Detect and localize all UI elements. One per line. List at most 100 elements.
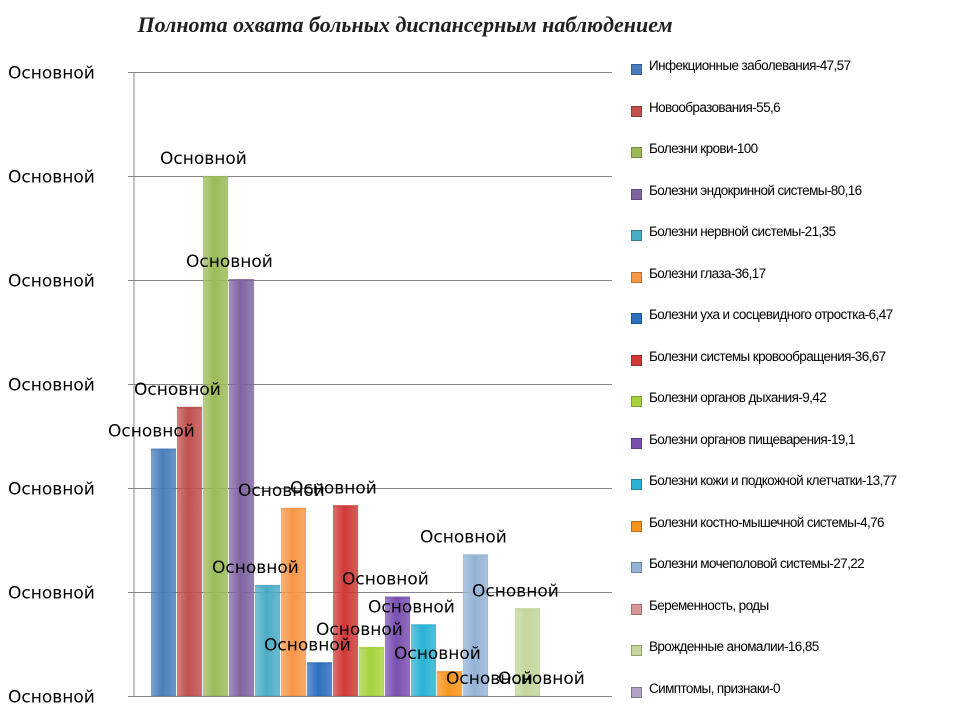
bar-data-label: Основной: [342, 570, 429, 590]
bar-data-label: Основной: [108, 422, 195, 442]
legend-label: Болезни уха и сосцевидного отростка-6,47: [649, 307, 893, 322]
bar-top-edge: [281, 507, 306, 510]
legend-swatch: [631, 230, 642, 241]
legend-swatch: [631, 686, 642, 698]
legend-label: Болезни системы кровообращения-36,67: [649, 348, 886, 364]
bar: [176, 406, 203, 697]
legend-swatch: [631, 105, 642, 117]
bar-data-label: Основной: [238, 481, 325, 501]
bar-top-edge: [385, 596, 410, 599]
bar-data-label: Основной: [134, 380, 221, 400]
legend-label: Болезни эндокринной системы-80,16: [649, 182, 862, 198]
legend-label: Болезни мочеполовой системы-27,22: [649, 556, 865, 571]
y-tick-label: Основной: [8, 688, 95, 708]
legend-item: Болезни уха и сосцевидного отростка-6,47: [631, 303, 949, 343]
legend-swatch: [631, 64, 642, 75]
legend-label: Болезни органов пищеварения-19,1: [649, 431, 855, 447]
legend-swatch: [631, 520, 642, 532]
legend-swatch: [631, 354, 642, 366]
legend-item: Болезни кожи и подкожной клетчатки-13,77: [631, 469, 949, 509]
bar-data-label: Основной: [316, 620, 403, 640]
y-tick-label: Основной: [8, 584, 95, 604]
legend-label: Беременность, роды: [649, 597, 769, 613]
bar-data-label: Основной: [446, 669, 533, 689]
legend-label: Болезни нервной системы-21,35: [649, 224, 836, 239]
legend-item: Болезни органов дыхания-9,42: [631, 386, 949, 426]
legend-swatch: [631, 645, 642, 656]
bar-data-label: Основной: [160, 149, 247, 169]
chart-title: Полнота охвата больных диспансерным набл…: [137, 12, 673, 37]
bar: [384, 596, 411, 697]
bar: [462, 554, 489, 697]
bar: [410, 624, 437, 697]
legend-swatch: [631, 437, 642, 449]
legend-swatch: [631, 271, 642, 283]
bar: [514, 608, 541, 697]
bar-data-label: Основной: [290, 478, 377, 498]
legend-swatch: [631, 479, 642, 490]
legend-item: Болезни крови-100: [631, 137, 949, 177]
legend-label: Новообразования-55,6: [649, 99, 781, 115]
legend-item: Болезни глаза-36,17: [631, 262, 949, 302]
bar: [280, 507, 307, 697]
y-tick-label: Основной: [8, 272, 95, 292]
bar-top-edge: [177, 406, 202, 409]
bar-data-label: Основной: [394, 644, 481, 664]
bar-data-label: Основной: [498, 669, 585, 689]
bar-data-label: Основной: [420, 527, 507, 547]
bar-top-edge: [203, 176, 228, 178]
legend-swatch: [631, 313, 642, 324]
legend-item: Болезни системы кровообращения-36,67: [631, 345, 949, 385]
legend-label: Болезни органов дыхания-9,42: [649, 390, 827, 405]
bar-top-edge: [333, 505, 358, 508]
bar-top-edge: [359, 647, 384, 650]
legend-label: Инфекционные заболевания-47,57: [649, 58, 851, 73]
legend-swatch: [631, 562, 642, 573]
bar: [436, 670, 463, 697]
bar-top-edge: [463, 554, 488, 557]
y-tick-label: Основной: [8, 64, 95, 84]
y-tick-label: Основной: [8, 168, 95, 188]
y-tick-label: Основной: [8, 480, 95, 500]
legend-label: Врожденные аномалии-16,85: [649, 639, 819, 654]
legend-swatch: [631, 188, 642, 200]
bar: [358, 646, 385, 697]
legend-label: Болезни костно-мышечной системы-4,76: [649, 514, 885, 530]
bar: [306, 662, 333, 697]
legend-item: Симптомы, признаки-0: [631, 677, 949, 717]
legend-item: Беременность, роды: [631, 594, 949, 634]
legend-label: Болезни крови-100: [649, 141, 758, 156]
legend-item: Инфекционные заболевания-47,57: [631, 54, 949, 94]
legend-item: Новообразования-55,6: [631, 96, 949, 136]
bar-top-edge: [437, 671, 462, 674]
bar: [254, 584, 281, 697]
bar: [228, 278, 255, 697]
bar-data-label: Основной: [472, 581, 559, 601]
y-tick-label: Основной: [8, 376, 95, 396]
bar-data-label: Основной: [186, 252, 273, 272]
legend-label: Болезни кожи и подкожной клетчатки-13,77: [649, 473, 897, 488]
bar: [332, 505, 359, 697]
bar-top-edge: [515, 608, 540, 611]
bar-top-edge: [229, 279, 254, 282]
bar: [150, 448, 177, 697]
bar-top-edge: [255, 584, 280, 587]
legend-swatch: [631, 603, 642, 615]
legend-item: Врожденные аномалии-16,85: [631, 635, 949, 675]
legend-label: Симптомы, признаки-0: [649, 680, 780, 696]
legend-swatch: [631, 396, 642, 407]
legend-item: Болезни органов пищеварения-19,1: [631, 428, 949, 468]
bar-top-edge: [307, 662, 332, 665]
bar: [202, 175, 229, 697]
legend-item: Болезни костно-мышечной системы-4,76: [631, 511, 949, 551]
legend-item: Болезни эндокринной системы-80,16: [631, 179, 949, 219]
legend-label: Болезни глаза-36,17: [649, 265, 766, 281]
legend-item: Болезни нервной системы-21,35: [631, 220, 949, 260]
bar-data-label: Основной: [264, 635, 351, 655]
bar-data-label: Основной: [212, 558, 299, 578]
legend-item: Болезни мочеполовой системы-27,22: [631, 552, 949, 592]
legend-swatch: [631, 147, 642, 158]
bar-top-edge: [411, 624, 436, 627]
bar-data-label: Основной: [368, 597, 455, 617]
